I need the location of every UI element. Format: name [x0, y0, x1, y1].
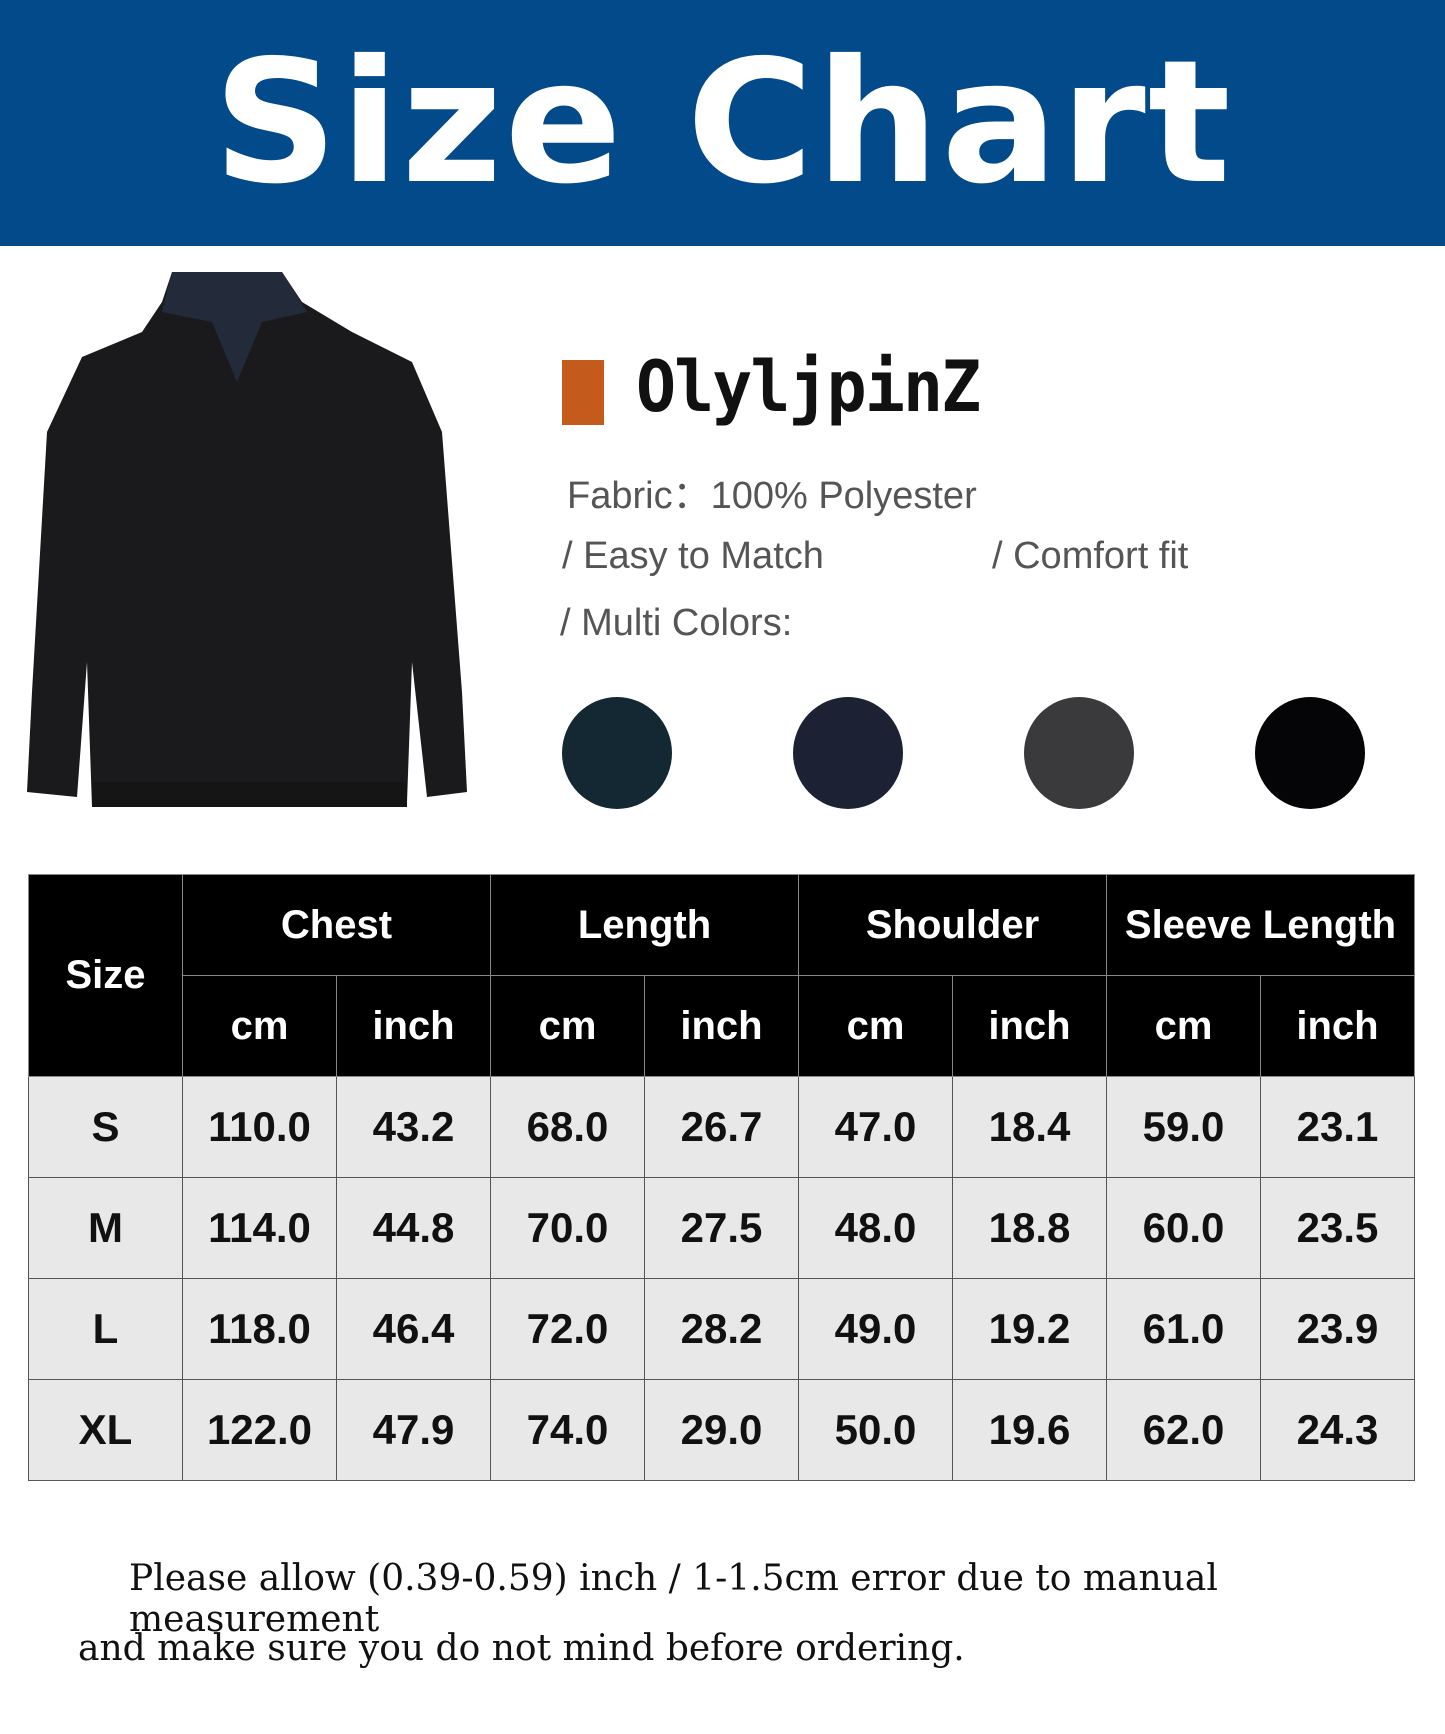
color-swatch-black — [1255, 697, 1365, 809]
note-line-2: and make sure you do not mind before ord… — [78, 1628, 965, 1669]
measurement-cell: 49.0 — [798, 1278, 953, 1380]
unit-header: inch — [952, 975, 1107, 1077]
measurement-cell: 118.0 — [182, 1278, 337, 1380]
table-row: M 114.0 44.8 70.0 27.5 48.0 18.8 60.0 23.5 — [28, 1177, 1415, 1279]
size-cell: S — [28, 1076, 183, 1178]
color-swatch-gray — [1024, 697, 1134, 809]
unit-header: inch — [336, 975, 491, 1077]
sweater-image — [27, 272, 467, 807]
measurement-cell: 122.0 — [182, 1379, 337, 1481]
measurement-cell: 114.0 — [182, 1177, 337, 1279]
multi-colors-text: / Multi Colors: — [560, 602, 793, 644]
measurement-cell: 46.4 — [336, 1278, 491, 1380]
measurement-cell: 70.0 — [490, 1177, 645, 1279]
measurement-cell: 50.0 — [798, 1379, 953, 1481]
measurement-cell: 44.8 — [336, 1177, 491, 1279]
measurement-cell: 74.0 — [490, 1379, 645, 1481]
measurement-cell: 61.0 — [1106, 1278, 1261, 1380]
unit-header: inch — [644, 975, 799, 1077]
brand-name: OlyljpinZ — [636, 346, 981, 428]
unit-header: cm — [1106, 975, 1261, 1077]
easy-to-match-text: / Easy to Match — [562, 535, 824, 577]
title-banner: Size Chart — [0, 0, 1445, 246]
measurement-cell: 43.2 — [336, 1076, 491, 1178]
measurement-cell: 47.0 — [798, 1076, 953, 1178]
table-row: L 118.0 46.4 72.0 28.2 49.0 19.2 61.0 23.9 — [28, 1278, 1415, 1380]
group-header: Length — [490, 874, 799, 976]
measurement-cell: 68.0 — [490, 1076, 645, 1178]
page-title: Size Chart — [212, 24, 1233, 222]
measurement-cell: 47.9 — [336, 1379, 491, 1481]
measurement-cell: 60.0 — [1106, 1177, 1261, 1279]
measurement-cell: 62.0 — [1106, 1379, 1261, 1481]
group-header: Shoulder — [798, 874, 1107, 976]
measurement-cell: 48.0 — [798, 1177, 953, 1279]
measurement-cell: 23.9 — [1260, 1278, 1415, 1380]
size-cell: M — [28, 1177, 183, 1279]
measurement-cell: 18.8 — [952, 1177, 1107, 1279]
fabric-text: Fabric：100% Polyester — [567, 475, 977, 517]
unit-header: inch — [1260, 975, 1415, 1077]
measurement-cell: 29.0 — [644, 1379, 799, 1481]
measurement-cell: 19.2 — [952, 1278, 1107, 1380]
size-cell: XL — [28, 1379, 183, 1481]
measurement-cell: 23.5 — [1260, 1177, 1415, 1279]
measurement-cell: 110.0 — [182, 1076, 337, 1178]
table-row: XL 122.0 47.9 74.0 29.0 50.0 19.6 62.0 24.3 — [28, 1379, 1415, 1481]
measurement-cell: 24.3 — [1260, 1379, 1415, 1481]
measurement-cell: 27.5 — [644, 1177, 799, 1279]
unit-header: cm — [182, 975, 337, 1077]
group-header: Chest — [182, 874, 491, 976]
measurement-cell: 72.0 — [490, 1278, 645, 1380]
measurement-cell: 26.7 — [644, 1076, 799, 1178]
unit-header: cm — [798, 975, 953, 1077]
table-row: S 110.0 43.2 68.0 26.7 47.0 18.4 59.0 23.1 — [28, 1076, 1415, 1178]
color-swatch-teal — [562, 697, 672, 809]
size-cell: L — [28, 1278, 183, 1380]
measurement-cell: 59.0 — [1106, 1076, 1261, 1178]
color-swatch-navy — [793, 697, 903, 809]
size-table: Size Chest Length Shoulder Sleeve Length… — [28, 874, 1415, 1481]
measurement-cell: 28.2 — [644, 1278, 799, 1380]
note-line-1: Please allow (0.39-0.59) inch / 1-1.5cm … — [129, 1558, 1218, 1640]
unit-header: cm — [490, 975, 645, 1077]
group-header: Sleeve Length — [1106, 874, 1415, 976]
comfort-fit-text: / Comfort fit — [992, 535, 1189, 577]
measurement-cell: 19.6 — [952, 1379, 1107, 1481]
measurement-cell: 18.4 — [952, 1076, 1107, 1178]
brand-accent-square — [562, 360, 604, 425]
measurement-cell: 23.1 — [1260, 1076, 1415, 1178]
size-header: Size — [28, 874, 183, 1077]
